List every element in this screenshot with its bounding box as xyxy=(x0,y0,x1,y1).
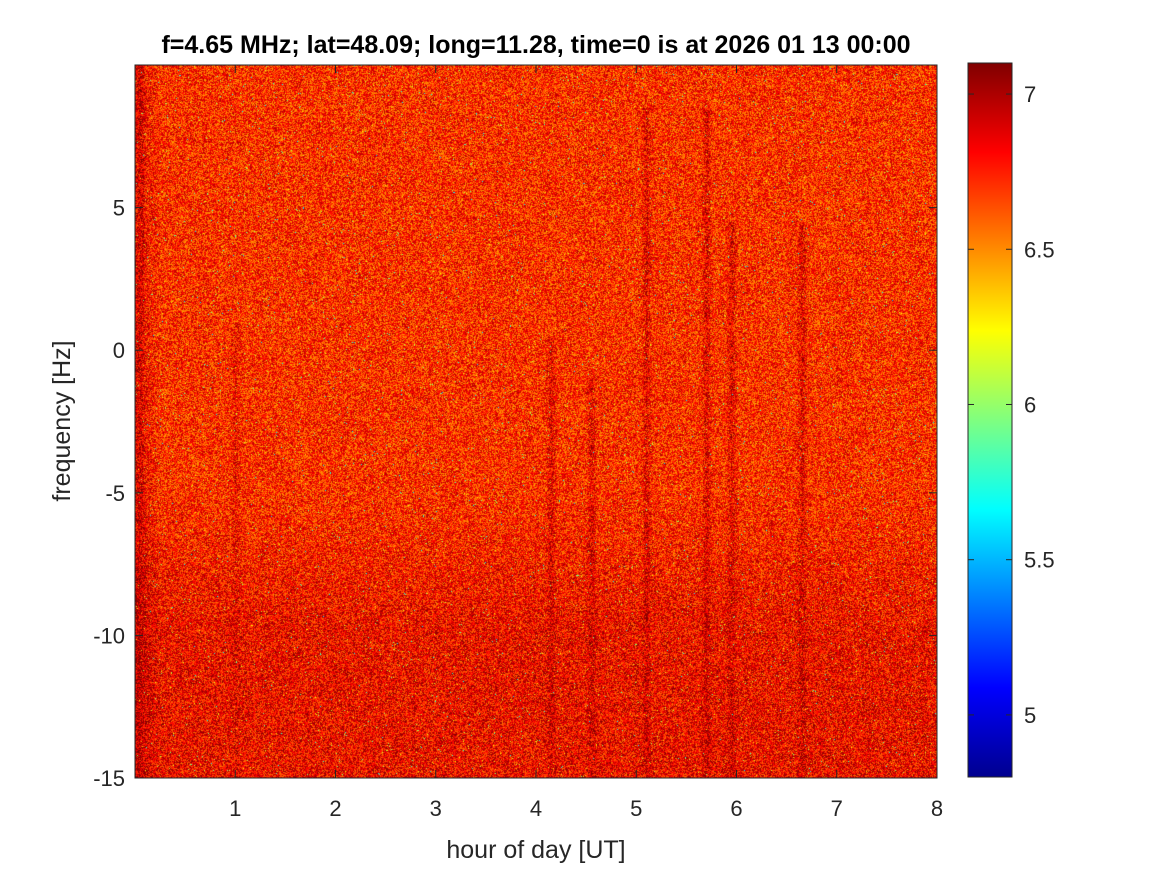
colorbar-tick-label: 6.5 xyxy=(1024,237,1055,262)
x-tick-label: 6 xyxy=(730,796,742,821)
y-axis-label: frequency [Hz] xyxy=(48,340,76,501)
x-tick-label: 1 xyxy=(229,796,241,821)
y-tick-label: 5 xyxy=(113,196,125,221)
y-tick-label: 0 xyxy=(113,338,125,363)
y-tick-label: -5 xyxy=(105,481,125,506)
y-axis-ticks: 5 0 -5 -10 -15 xyxy=(93,196,937,791)
y-tick-label: -15 xyxy=(93,766,125,791)
x-tick-label: 3 xyxy=(430,796,442,821)
colorbar-tick-label: 7 xyxy=(1024,82,1036,107)
x-tick-label: 7 xyxy=(831,796,843,821)
colorbar-tick-label: 5 xyxy=(1024,703,1036,728)
x-tick-label: 5 xyxy=(630,796,642,821)
y-tick-label: -10 xyxy=(93,623,125,648)
x-axis-ticks: 1 2 3 4 5 6 7 8 xyxy=(229,65,943,821)
chart-title: f=4.65 MHz; lat=48.09; long=11.28, time=… xyxy=(161,31,910,59)
x-tick-label: 4 xyxy=(530,796,542,821)
colorbar xyxy=(967,62,1013,778)
x-axis-label: hour of day [UT] xyxy=(446,836,625,864)
x-tick-label: 2 xyxy=(329,796,341,821)
heatmap-plot-area xyxy=(135,65,937,778)
heatmap-canvas xyxy=(135,65,937,778)
colorbar-ticks: 7 6.5 6 5.5 5 xyxy=(968,82,1055,728)
colorbar-tick-label: 6 xyxy=(1024,392,1036,417)
colorbar-tick-label: 5.5 xyxy=(1024,548,1055,573)
x-tick-label: 8 xyxy=(931,796,943,821)
